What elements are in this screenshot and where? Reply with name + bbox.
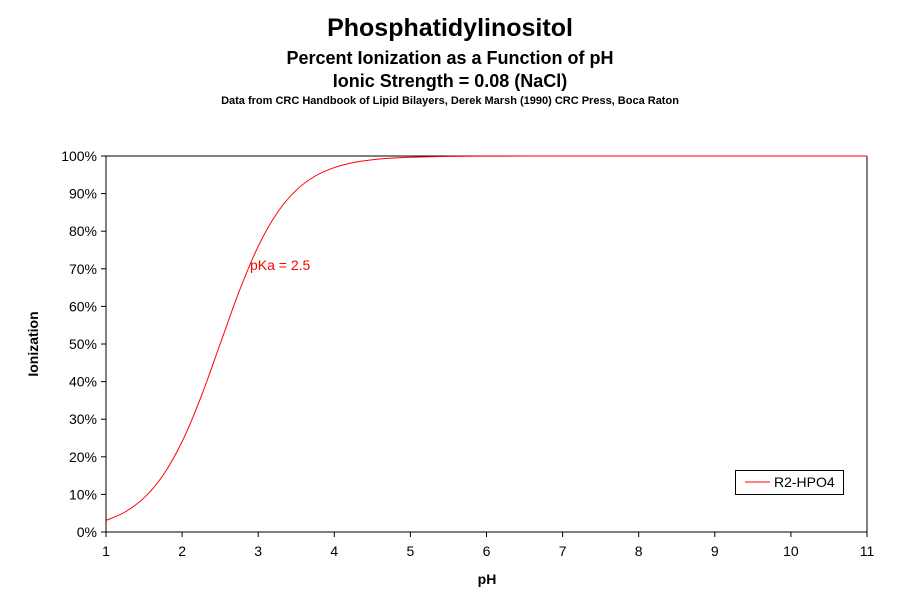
y-tick-label: 70%	[69, 261, 97, 277]
pka-annotation: pKa = 2.5	[250, 257, 311, 273]
y-tick-label: 30%	[69, 411, 97, 427]
y-tick-label: 40%	[69, 374, 97, 390]
x-tick-label: 7	[559, 543, 567, 559]
chart-title: Phosphatidylinositol	[327, 14, 573, 42]
x-tick-label: 3	[254, 543, 262, 559]
series-line-r2-hpo4	[105, 155, 867, 521]
x-axis-label: pH	[478, 571, 497, 587]
x-tick-label: 8	[635, 543, 643, 559]
chart-source: Data from CRC Handbook of Lipid Bilayers…	[221, 95, 679, 107]
y-tick-label: 20%	[69, 449, 97, 465]
y-tick-label: 0%	[77, 524, 97, 540]
chart-subtitle-1: Percent Ionization as a Function of pH	[286, 48, 614, 68]
y-tick-label: 10%	[69, 486, 97, 502]
x-tick-label: 6	[483, 543, 491, 559]
x-tick-label: 5	[407, 543, 415, 559]
y-axis-label: Ionization	[25, 311, 41, 376]
x-tick-label: 4	[330, 543, 338, 559]
y-tick-label: 90%	[69, 186, 97, 202]
y-tick-label: 80%	[69, 223, 97, 239]
legend-label: R2-HPO4	[774, 474, 835, 490]
x-tick-label: 11	[860, 543, 875, 559]
y-tick-label: 50%	[69, 336, 97, 352]
x-tick-label: 2	[178, 543, 186, 559]
y-tick-label: 60%	[69, 298, 97, 314]
chart-subtitle-2: Ionic Strength = 0.08 (NaCl)	[332, 71, 568, 91]
y-tick-label: 100%	[61, 148, 97, 164]
x-tick-label: 10	[783, 543, 799, 559]
x-tick-label: 9	[711, 543, 719, 559]
x-tick-label: 1	[102, 543, 110, 559]
